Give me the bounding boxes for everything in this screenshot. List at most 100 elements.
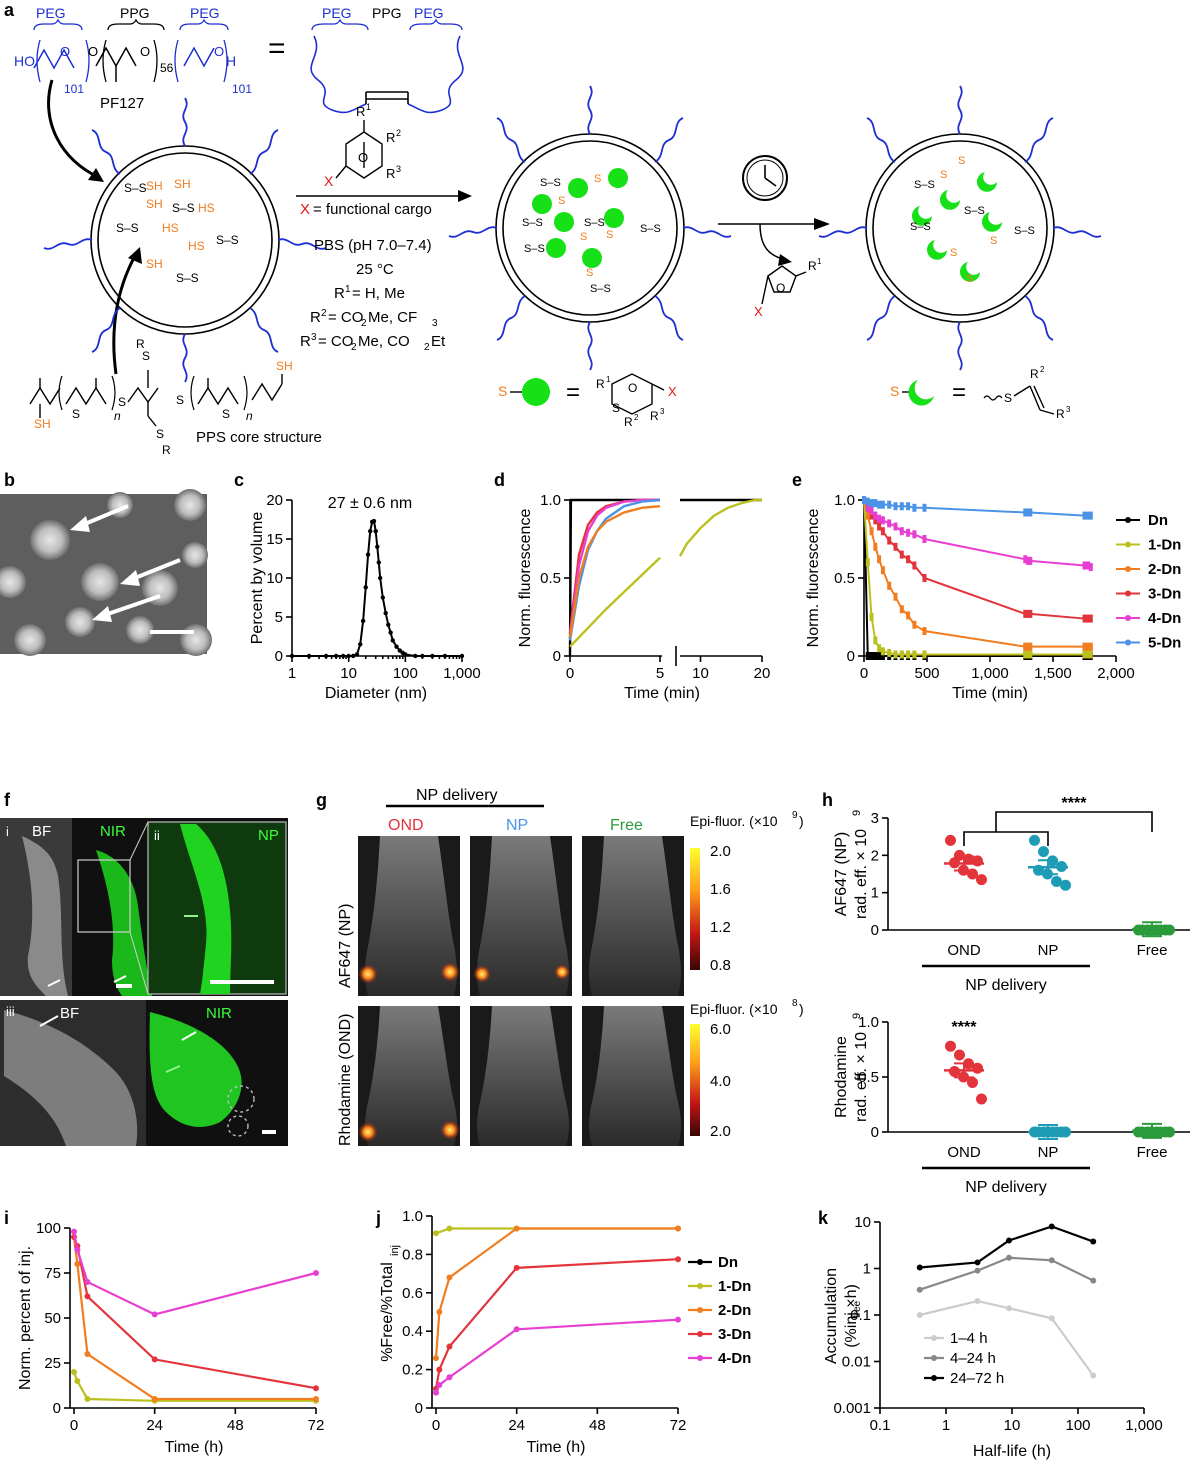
data-point (893, 650, 898, 659)
data-point (430, 653, 435, 659)
panel-a: a PEG PPG PEG HO O 101 O O 56 O H (4, 0, 1102, 457)
r3-def-sub2: 2 (424, 342, 430, 353)
data-point (877, 522, 882, 531)
disulfide: S–S (172, 201, 195, 215)
subscript-56: 56 (160, 61, 174, 75)
data-point (376, 560, 381, 565)
data-point (375, 544, 380, 549)
y-tick-label: 0.2 (402, 1362, 423, 1379)
ho-label: HO (14, 53, 35, 69)
fit-line (863, 499, 1091, 648)
pf127-structure: PEG PPG PEG HO O 101 O O 56 O H 101 P (14, 5, 252, 112)
free-fraction-line (434, 1318, 679, 1394)
r2-sup: 2 (1040, 365, 1045, 374)
furan-byproduct: O R 1 X (754, 257, 822, 319)
legend-marker (1125, 615, 1131, 621)
category-label: Free (1137, 942, 1168, 959)
temperature-condition: 25 °C (356, 261, 394, 278)
y-tick-label: 0 (275, 648, 283, 665)
peg-label: PEG (414, 5, 444, 21)
data-point (436, 1366, 443, 1373)
peg-label: PEG (322, 5, 352, 21)
r3-label: R (386, 166, 395, 181)
x-tick-label: 100 (1065, 1417, 1090, 1434)
data-point (899, 550, 904, 559)
bf-label: BF (60, 1005, 79, 1022)
colorbar1-tick: 2.0 (710, 843, 731, 860)
chart-e: 0 0.5 1.0 0 500 1,000 1,500 2,000 Dn 1-Dn 2-Dn 3-Dn… (805, 492, 1181, 702)
data-point (912, 530, 917, 539)
legend-marker (1125, 566, 1131, 572)
arrow-icon (39, 1015, 59, 1027)
x-axis-label: Time (min) (952, 685, 1028, 702)
data-point (383, 610, 388, 616)
y-tick-label: 1 (871, 885, 879, 902)
data-point (912, 561, 917, 570)
legend-label: 1-Dn (1148, 537, 1181, 554)
y-tick-label: 0.6 (402, 1285, 423, 1302)
ppg-label: PPG (120, 5, 150, 21)
data-point (899, 650, 904, 659)
data-point (887, 648, 892, 657)
clearance-line (72, 1236, 317, 1390)
data-point (974, 1267, 981, 1274)
svg-text:O: O (140, 44, 150, 59)
data-point (1082, 650, 1087, 659)
data-point (1028, 556, 1033, 565)
data-point (1048, 1223, 1055, 1230)
data-point (675, 1256, 681, 1263)
data-point (1086, 511, 1091, 520)
data-point (1082, 614, 1087, 623)
data-point (906, 650, 911, 659)
r-group: R (162, 443, 171, 457)
sulfur: S (950, 247, 957, 259)
thiol: HS (188, 239, 205, 253)
panel-letter-f: f (4, 790, 11, 810)
panel-letter-a: a (4, 0, 15, 20)
significance-stars: **** (952, 1019, 978, 1036)
sulfur: S (594, 173, 601, 185)
ppg-label: PPG (372, 5, 402, 21)
legend-marker (697, 1307, 703, 1313)
y-tick-label: 100 (36, 1220, 61, 1237)
data-point (446, 1274, 453, 1281)
disulfide: S–S (584, 217, 605, 229)
thiol: SH (146, 257, 163, 271)
data-point (916, 1312, 923, 1318)
legend-label: 2-Dn (718, 1302, 751, 1319)
colorbar2-title: Epi-fluor. (×10 (690, 1001, 778, 1017)
data-point (1023, 555, 1028, 564)
data-point (436, 1309, 443, 1315)
legend-label: 2-Dn (1148, 561, 1181, 578)
data-point (873, 499, 878, 508)
r1-label: R (596, 377, 605, 391)
sulfur: S (118, 395, 126, 409)
cargo-x: X (754, 304, 763, 319)
data-point (893, 542, 898, 551)
data-point (922, 650, 927, 659)
sulfur: S (580, 231, 587, 243)
x-tick-label: 5 (656, 665, 664, 682)
micelle-released: S S–S S S–S S–S S–S S S S (818, 85, 1102, 371)
data-point (916, 1286, 923, 1293)
data-point (306, 653, 312, 659)
r2-def-sub: 2 (361, 318, 367, 329)
data-point (1028, 642, 1033, 651)
panel-letter-g: g (316, 790, 327, 810)
kinetic-line (568, 498, 660, 638)
data-point (436, 1381, 443, 1388)
sulfur: S (586, 267, 593, 279)
x-label: X (300, 201, 310, 218)
disulfide: S–S (176, 271, 199, 285)
colorbar2 (690, 1024, 700, 1136)
arrow-icon (47, 975, 127, 987)
r3-sup: 3 (660, 407, 665, 416)
disulfide: S–S (590, 283, 611, 295)
data-point (71, 1228, 77, 1235)
fit-line (863, 499, 1091, 656)
panel-letter-h: h (822, 790, 833, 810)
reaction-conditions: O R 1 R 2 R 3 X X = functional cargo PBS… (296, 102, 472, 353)
x-tick-label: 10 (340, 665, 357, 682)
svg-text:O: O (214, 44, 224, 59)
colorbar1-tick: 0.8 (710, 957, 731, 974)
